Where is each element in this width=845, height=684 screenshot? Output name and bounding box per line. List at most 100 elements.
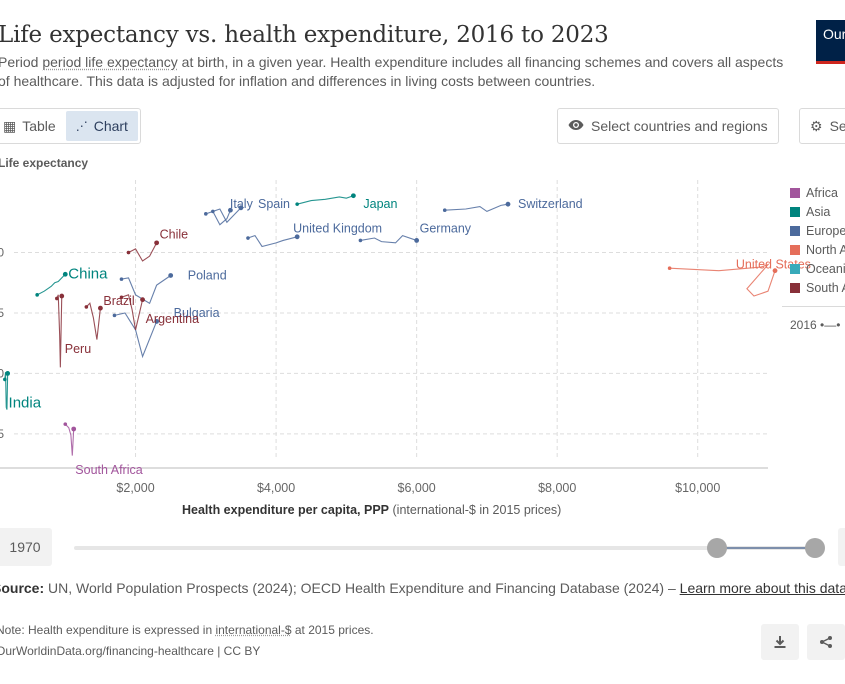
point-label: Spain xyxy=(258,197,290,211)
y-axis-label: Life expectancy xyxy=(0,156,88,170)
y-tick-label: 65 xyxy=(0,427,4,441)
x-axis-label-unit: (international-$ in 2015 prices) xyxy=(393,503,562,517)
legend-swatch xyxy=(790,283,800,293)
subtitle-prefix: Period xyxy=(0,54,42,70)
source-label: Source: xyxy=(0,580,44,596)
y-tick-label: 80 xyxy=(0,246,4,260)
point-label: Chile xyxy=(160,227,189,241)
select-countries-button[interactable]: Select countries and regions xyxy=(557,108,779,144)
series-start-point xyxy=(113,314,117,318)
series-line xyxy=(37,274,65,295)
series-end-point xyxy=(63,272,68,277)
series-start-point xyxy=(3,378,7,382)
source-text: UN, World Population Prospects (2024); O… xyxy=(44,580,680,596)
share-icon xyxy=(819,635,833,649)
legend-label: South America xyxy=(806,281,845,295)
legend-label: Asia xyxy=(806,205,830,219)
download-button[interactable] xyxy=(761,624,799,660)
legend-item-oceania[interactable]: Oceania xyxy=(790,262,845,276)
series-end-point xyxy=(168,273,173,278)
footer-note: Note: Health expenditure is expressed in… xyxy=(0,623,374,637)
x-tick-label: $6,000 xyxy=(398,481,436,495)
series-end-point xyxy=(71,427,76,432)
timeline-end-button[interactable] xyxy=(838,528,845,566)
point-label: China xyxy=(68,265,108,282)
series-start-point xyxy=(246,236,250,240)
x-axis-label: Health expenditure per capita, PPP (inte… xyxy=(182,503,561,517)
series-end-point xyxy=(414,238,419,243)
x-tick-label: $4,000 xyxy=(257,481,295,495)
tab-table-label: Table xyxy=(22,111,55,141)
series-start-point xyxy=(359,239,363,243)
note-suffix: at 2015 prices. xyxy=(292,623,374,637)
series-start-point xyxy=(204,212,208,216)
legend-item-asia[interactable]: Asia xyxy=(790,205,830,219)
timeline-start-handle[interactable] xyxy=(707,538,727,558)
legend-swatch xyxy=(790,226,800,236)
tab-chart-label: Chart xyxy=(94,111,128,141)
point-label: Italy xyxy=(230,197,254,211)
series-line xyxy=(360,236,416,243)
point-label: Argentina xyxy=(146,312,200,326)
license-line: OurWorldinData.org/financing-healthcare … xyxy=(0,644,260,658)
y-tick-label: 75 xyxy=(0,306,4,320)
chart-subtitle: Period period life expectancy at birth, … xyxy=(0,53,798,91)
legend-swatch xyxy=(790,188,800,198)
owid-logo[interactable]: Our World in Data xyxy=(816,20,845,64)
legend-label: Europe xyxy=(806,224,845,238)
series-line xyxy=(57,295,62,368)
series-start-point xyxy=(120,277,124,281)
download-icon xyxy=(773,635,787,649)
series-start-point xyxy=(295,202,299,206)
series-line xyxy=(129,243,157,261)
point-label: Japan xyxy=(363,197,397,211)
legend-swatch xyxy=(790,207,800,217)
series-line xyxy=(248,236,297,247)
learn-more-link[interactable]: Learn more about this data xyxy=(680,580,845,596)
settings-label: Settings xyxy=(830,118,845,134)
x-tick-label: $10,000 xyxy=(675,481,720,495)
select-countries-label: Select countries and regions xyxy=(591,118,768,134)
gear-icon: ⚙ xyxy=(810,118,823,135)
point-label: Peru xyxy=(65,342,91,356)
chart-title: Life expectancy vs. health expenditure, … xyxy=(0,22,609,48)
tab-table[interactable]: ▦ Table xyxy=(0,111,66,141)
tab-chart[interactable]: ⋰ Chart xyxy=(66,111,138,141)
series-start-point xyxy=(55,297,59,301)
point-label: United Kingdom xyxy=(293,221,382,235)
series-start-point xyxy=(85,305,89,309)
timeline-start-button[interactable]: 1970 xyxy=(0,528,52,566)
legend-item-north-america[interactable]: North America xyxy=(790,243,845,257)
series-start-point xyxy=(63,422,67,426)
legend-line-icon: •—• xyxy=(820,318,840,332)
legend-item-africa[interactable]: Africa xyxy=(790,186,838,200)
series-end-point xyxy=(506,202,511,207)
share-button[interactable] xyxy=(807,624,845,660)
note-intl-dollar-link[interactable]: international-$ xyxy=(215,623,291,637)
series-end-point xyxy=(59,294,64,299)
note-prefix: Note: Health expenditure is expressed in xyxy=(0,623,215,637)
timeline-end-handle[interactable] xyxy=(805,538,825,558)
subtitle-definition-link[interactable]: period life expectancy xyxy=(42,54,177,70)
series-end-point xyxy=(154,240,159,245)
series-end-point xyxy=(140,297,145,302)
settings-button[interactable]: ⚙ Settings xyxy=(799,108,845,144)
table-icon: ▦ xyxy=(3,111,16,141)
x-axis-label-bold: Health expenditure per capita, PPP xyxy=(182,503,389,517)
eye-icon xyxy=(568,118,584,134)
legend-item-south-america[interactable]: South America xyxy=(790,281,845,295)
legend-year-range: 2016 •—• xyxy=(790,318,840,332)
legend-year-start: 2016 xyxy=(790,318,817,332)
chart-icon: ⋰ xyxy=(76,111,88,141)
point-label: Brazil xyxy=(103,294,134,308)
x-tick-label: $8,000 xyxy=(538,481,576,495)
series-start-point xyxy=(668,266,672,270)
timeline-selected-range xyxy=(717,547,815,549)
point-label: India xyxy=(9,395,42,412)
series-line xyxy=(297,196,353,204)
legend-item-europe[interactable]: Europe xyxy=(790,224,845,238)
legend-divider xyxy=(782,306,845,307)
series-end-point xyxy=(351,193,356,198)
series-start-point xyxy=(127,251,131,255)
point-label: Germany xyxy=(420,221,472,235)
